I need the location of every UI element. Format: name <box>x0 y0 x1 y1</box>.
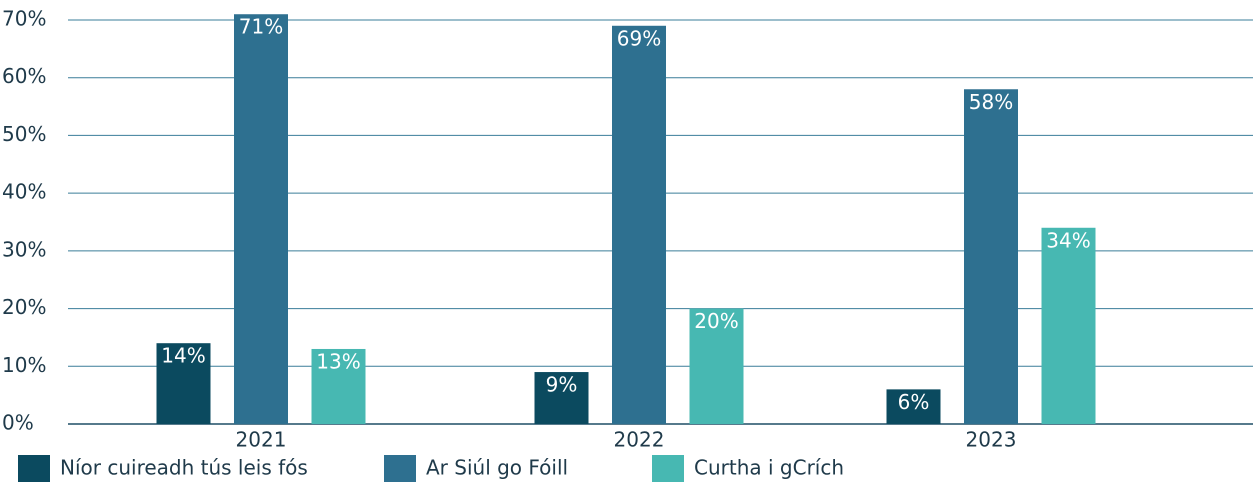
data-label: 6% <box>898 390 930 414</box>
bar <box>234 14 288 424</box>
y-tick-label: 60% <box>2 64 46 88</box>
data-label: 9% <box>546 373 578 397</box>
legend-label: Níor cuireadh tús leis fós <box>60 456 308 480</box>
x-tick-label: 2022 <box>614 428 665 452</box>
data-label: 58% <box>969 90 1013 114</box>
bar <box>964 89 1018 424</box>
data-label: 69% <box>617 26 661 50</box>
bar <box>311 348 366 424</box>
legend-label: Curtha i gCrích <box>694 456 844 480</box>
y-tick-label: 70% <box>2 7 46 31</box>
x-tick-label: 2023 <box>966 428 1017 452</box>
y-tick-label: 50% <box>2 122 46 146</box>
y-tick-label: 40% <box>2 180 46 204</box>
x-tick-label: 2021 <box>236 428 287 452</box>
y-tick-label: 0% <box>2 411 34 435</box>
y-tick-label: 20% <box>2 295 46 319</box>
y-tick-label: 30% <box>2 237 46 261</box>
data-label: 13% <box>316 349 360 373</box>
data-label: 71% <box>239 15 283 39</box>
bar <box>612 25 666 425</box>
legend-swatch <box>384 455 416 482</box>
data-label: 20% <box>694 309 738 333</box>
data-label: 14% <box>161 344 205 368</box>
bar <box>886 389 941 424</box>
bar <box>534 372 589 424</box>
y-tick-label: 10% <box>2 353 46 377</box>
bar <box>1041 227 1096 424</box>
bar <box>689 308 744 424</box>
legend-swatch <box>652 455 684 482</box>
data-label: 34% <box>1046 228 1090 252</box>
bar <box>156 343 211 424</box>
legend-swatch <box>18 455 50 482</box>
legend-label: Ar Siúl go Fóill <box>426 456 568 480</box>
